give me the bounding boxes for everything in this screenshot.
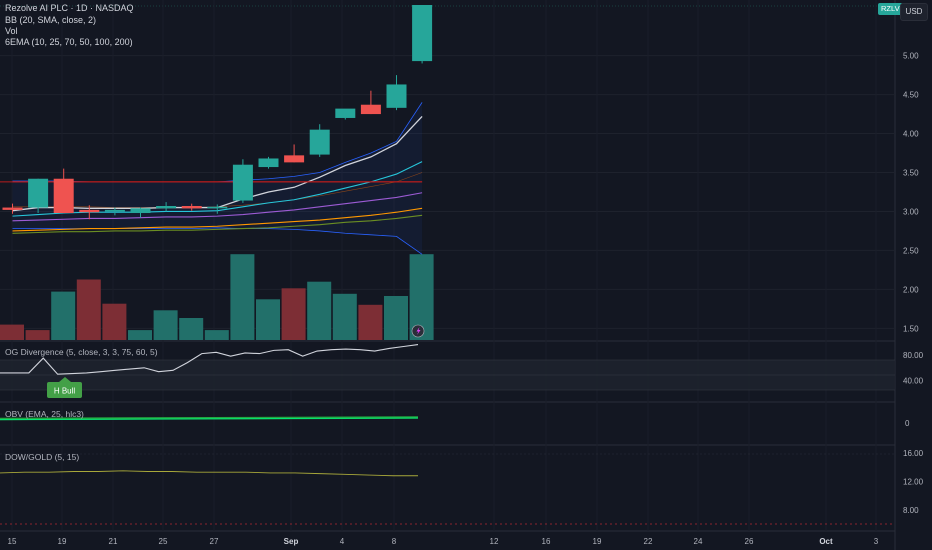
candle-body [232,164,253,201]
volume-bar [358,304,383,340]
volume-bar [230,254,255,340]
price-tick-label: 2.00 [903,285,919,294]
volume-bar [102,303,127,340]
obv-label[interactable]: OBV (EMA, 25, hlc3) [5,409,84,419]
volume-bar [409,254,434,340]
time-tick-label: 22 [644,537,653,546]
volume-bar [153,310,178,340]
bb-legend[interactable]: BB (20, SMA, close, 2) [5,15,97,25]
volume-bar [256,299,280,340]
ema-line [12,207,423,232]
bb-fill [12,102,423,255]
candle-body [335,108,356,118]
volume-bar [204,330,229,340]
dow-gold-line [0,470,418,477]
grid-lines [0,55,895,329]
volume-bar [25,330,50,340]
volume-bar [179,318,204,340]
candle-body [53,178,74,214]
time-tick-label: 12 [490,537,499,546]
h-bull-signal: H Bull [47,377,82,398]
time-tick-label: 26 [745,537,754,546]
time-tick-label: 25 [159,537,168,546]
candles [2,5,433,220]
dow-gold-tick-label: 16.00 [903,449,924,458]
candle-body [79,209,100,213]
price-tick-label: 2.50 [903,246,919,255]
time-tick-label: Oct [819,537,833,546]
price-tick-label: 3.00 [903,207,919,216]
ticker-badge: RZLV [878,3,903,15]
candle-body [156,206,177,209]
time-axis[interactable]: 15 19 21 25 27 Sep 4 8 12 16 19 22 24 26 Oct 3 [8,537,879,546]
obv-axis-tick: 0 [905,419,910,428]
volume-bars [0,254,434,340]
volume-bar [0,324,24,340]
volume-bar [51,291,76,340]
bollinger-band-fill [12,102,423,255]
time-tick-label: 16 [542,537,551,546]
time-tick-label: 15 [8,537,17,546]
time-tick-label: 19 [593,537,602,546]
dow-gold-label[interactable]: DOW/GOLD (5, 15) [5,452,80,462]
candle-body [181,206,202,209]
candle-body [360,104,381,115]
volume-bar [332,293,357,340]
event-badge[interactable] [411,324,425,338]
candle-body [386,84,407,108]
price-tick-label: 3.50 [903,169,919,178]
ema-legend[interactable]: 6EMA (10, 25, 70, 50, 100, 200) [5,37,133,47]
volume-bar [281,288,306,340]
currency-button[interactable]: USD [900,3,928,21]
price-axis[interactable]: 5.00 4.50 4.00 3.50 3.00 2.50 2.00 1.50 [903,52,919,334]
time-tick-label: 4 [340,537,345,546]
og-divergence-line [0,344,419,375]
symbol-title[interactable]: Rezolve AI PLC · 1D · NASDAQ [5,3,134,13]
time-tick-label: Sep [284,537,299,546]
price-tick-label: 5.00 [903,52,919,61]
volume-bar [384,296,408,340]
ema-line [12,214,423,234]
time-tick-label: 27 [210,537,219,546]
candle-body [28,178,49,208]
dow-gold-axis: 16.00 12.00 8.00 [903,449,924,515]
og-axis: 80.00 40.00 [903,351,924,386]
volume-bar [307,281,332,340]
candle-body [258,158,279,168]
candle-body [104,209,125,212]
time-tick-label: 19 [58,537,67,546]
ema-line [12,192,423,222]
candle-body [412,5,433,62]
time-tick-label: 21 [109,537,118,546]
time-tick-label: 3 [874,537,879,546]
candle-body [130,208,151,214]
og-divergence-series [0,344,419,375]
candle-body [2,207,23,210]
og-tick-label: 40.00 [903,377,924,386]
h-bull-label: H Bull [54,387,76,396]
lightning-icon [416,327,421,335]
time-tick-label: 24 [694,537,703,546]
volume-bar [128,330,152,340]
candle-body [284,155,305,163]
time-tick-label: 8 [392,537,397,546]
price-tick-label: 4.50 [903,91,919,100]
candle-body [207,206,228,209]
vol-legend[interactable]: Vol [5,26,18,36]
price-tick-label: 4.00 [903,130,919,139]
volume-bar [76,279,101,340]
price-tick-label: 1.50 [903,324,919,333]
dow-gold-tick-label: 12.00 [903,477,924,486]
og-divergence-label[interactable]: OG Divergence (5, close, 3, 3, 75, 60, 5… [5,347,158,357]
dow-gold-tick-label: 8.00 [903,506,919,515]
dow-gold-series [0,470,418,477]
og-tick-label: 80.00 [903,351,924,360]
candle-body [309,129,330,155]
obv-series [0,416,419,421]
